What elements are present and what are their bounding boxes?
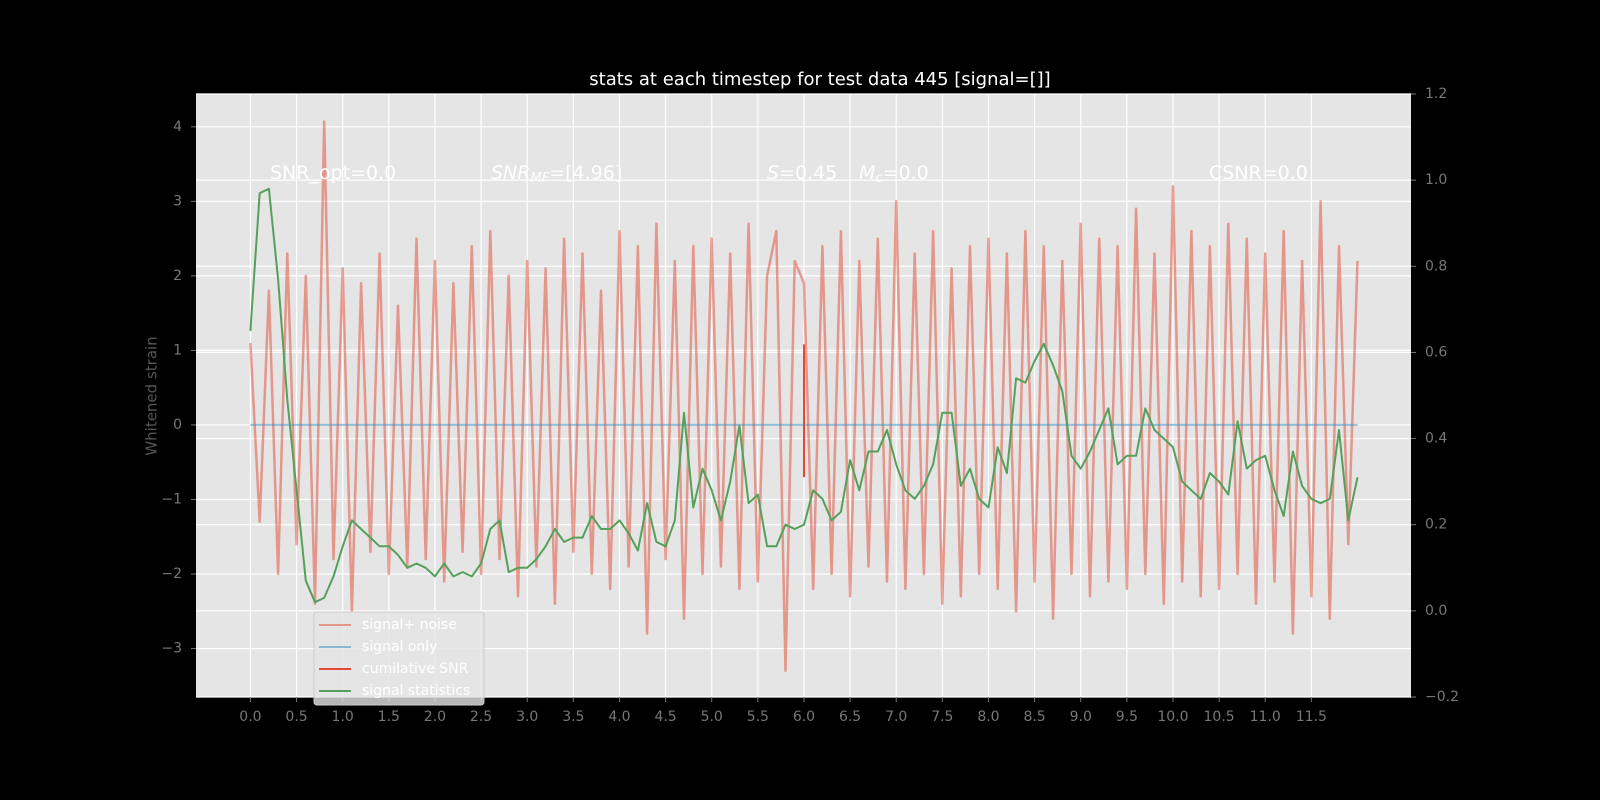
x-tick-label: 5.5 bbox=[747, 709, 769, 725]
y-tick-label: −3 bbox=[161, 641, 182, 657]
series-line bbox=[249, 187, 1359, 604]
x-tick-label: 6.5 bbox=[839, 709, 861, 725]
annotation-text: =0.0 bbox=[883, 162, 929, 184]
annotation-text: CSNR=0.0 bbox=[1209, 162, 1308, 184]
x-tick-label: 9.5 bbox=[1116, 709, 1138, 725]
series-line bbox=[249, 120, 1359, 673]
legend-box bbox=[313, 611, 485, 706]
x-tick-label: 11.5 bbox=[1296, 709, 1327, 725]
legend-label: cumilative SNR bbox=[362, 661, 469, 677]
y2-tick-label: 0.0 bbox=[1425, 603, 1447, 619]
y-tick-label: 2 bbox=[173, 268, 182, 284]
x-tick-label: 3.0 bbox=[516, 709, 538, 725]
x-tick-label: 10.0 bbox=[1157, 709, 1188, 725]
x-tick-label: 8.0 bbox=[977, 709, 999, 725]
x-tick-label: 3.5 bbox=[562, 709, 584, 725]
annotation-text: SNR_opt=0.0 bbox=[270, 162, 396, 184]
annotation-var: S bbox=[767, 162, 779, 184]
annotation: CSNR=0.0 bbox=[1209, 162, 1308, 184]
y-tick-label: 1 bbox=[173, 342, 182, 358]
y2-tick-label: 0.8 bbox=[1425, 258, 1447, 274]
x-tick-label: 7.0 bbox=[885, 709, 907, 725]
annotation: S=0.45 bbox=[767, 162, 837, 184]
y2-tick-label: 0.2 bbox=[1425, 517, 1447, 533]
y2-tick-label: −0.2 bbox=[1425, 689, 1459, 705]
legend-label: signal+ noise bbox=[362, 617, 457, 633]
y2-tick-label: 1.0 bbox=[1425, 172, 1447, 188]
y2-tick-label: 1.2 bbox=[1425, 86, 1447, 102]
x-tick-label: 1.5 bbox=[378, 709, 400, 725]
legend-label: signal statistics bbox=[362, 683, 470, 699]
x-tick-label: 8.5 bbox=[1023, 709, 1045, 725]
x-tick-label: 4.0 bbox=[608, 709, 630, 725]
y-tick-label: 3 bbox=[173, 193, 182, 209]
annotation-sub: MF bbox=[530, 171, 549, 186]
y2-tick-label: 0.6 bbox=[1425, 344, 1447, 360]
x-tick-label: 5.0 bbox=[701, 709, 723, 725]
x-tick-label: 10.5 bbox=[1204, 709, 1235, 725]
legend-label: signal only bbox=[362, 639, 437, 655]
x-tick-label: 7.5 bbox=[931, 709, 953, 725]
y-axis-label: Whitened strain bbox=[143, 336, 161, 455]
chart-title: stats at each timestep for test data 445… bbox=[589, 69, 1050, 90]
y-tick-label: −1 bbox=[161, 491, 182, 507]
x-tick-label: 11.0 bbox=[1250, 709, 1281, 725]
annotation: SNR_opt=0.0 bbox=[270, 162, 396, 184]
x-tick-label: 0.5 bbox=[285, 709, 307, 725]
annotation-sub: c bbox=[875, 171, 882, 186]
annotation-text: =[4.96] bbox=[549, 162, 622, 184]
x-tick-label: 1.0 bbox=[332, 709, 354, 725]
y-tick-label: 0 bbox=[173, 417, 182, 433]
x-tick-label: 2.5 bbox=[470, 709, 492, 725]
x-tick-label: 0.0 bbox=[239, 709, 261, 725]
y-tick-label: −2 bbox=[161, 566, 182, 582]
x-tick-label: 9.0 bbox=[1070, 709, 1092, 725]
annotation-var: M bbox=[859, 162, 875, 184]
x-tick-label: 4.5 bbox=[654, 709, 676, 725]
y-tick-label: 4 bbox=[173, 119, 182, 135]
y2-tick-label: 0.4 bbox=[1425, 431, 1447, 447]
x-tick-label: 6.0 bbox=[793, 709, 815, 725]
annotation-text: =0.45 bbox=[779, 162, 837, 184]
annotation: Mc=0.0 bbox=[859, 162, 929, 186]
x-tick-label: 2.0 bbox=[424, 709, 446, 725]
annotation: SNRMF=[4.96] bbox=[491, 162, 622, 186]
annotation-var: SNR bbox=[491, 162, 530, 184]
